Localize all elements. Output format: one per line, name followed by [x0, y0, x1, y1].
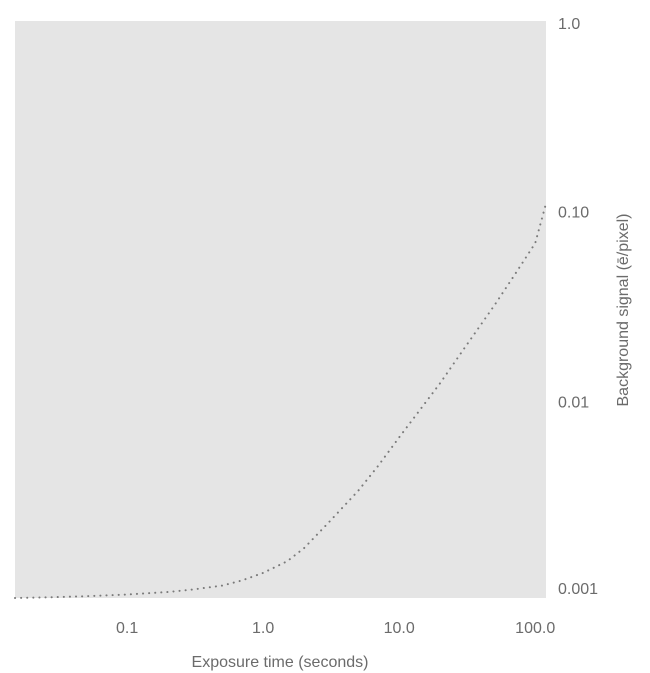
series-layer: [14, 202, 547, 599]
x-tick-label: 1.0: [252, 620, 274, 637]
x-tick-label: 100.0: [515, 620, 555, 637]
y-tick-label: 0.10: [558, 204, 589, 221]
x-axis-label: Exposure time (seconds): [192, 654, 369, 671]
y-axis-label: Background signal (ē/pixel): [615, 214, 632, 407]
y-tick-label: 1.0: [558, 16, 580, 33]
x-tick-label: 10.0: [384, 620, 415, 637]
plot-area: [15, 21, 546, 598]
x-tick-label: 0.1: [116, 620, 138, 637]
x-tick-labels: 0.1 1.0 10.0 100.0: [116, 620, 555, 637]
y-tick-label: 0.001: [558, 581, 598, 598]
series-line-0: [14, 202, 547, 599]
y-tick-labels: 0.001 0.01 0.10 1.0: [558, 16, 598, 598]
y-tick-label: 0.01: [558, 395, 589, 412]
